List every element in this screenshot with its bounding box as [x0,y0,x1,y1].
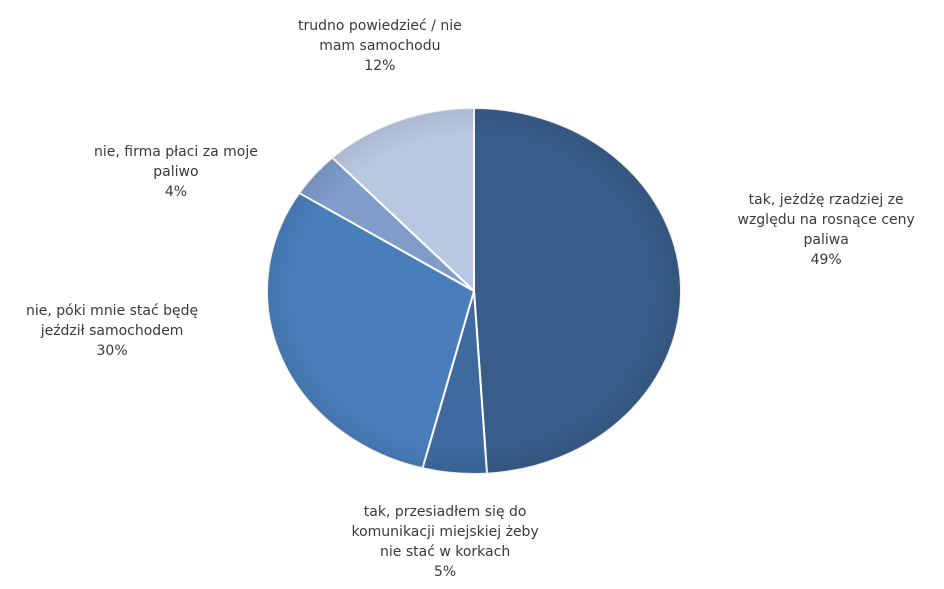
slice-value-label: 12% [364,58,396,74]
slice-label-line: trudno powiedzieć / nie [298,18,462,34]
slice-label-line: względu na rosnące ceny [737,212,915,228]
slice-label-line: komunikacji miejskiej żeby [351,524,539,540]
slice-label-firma-placi: nie, firma płaci za moje paliwo 4% [94,142,258,202]
slice-value-label: 30% [96,343,128,359]
slice-value-label: 4% [164,184,188,200]
slice-label-line: paliwa [803,232,849,248]
pie-slices [265,107,682,475]
slice-label-line: tak, przesiadłem się do [363,504,527,520]
slice-label-tak-jezdze-rzadziej: tak, jeżdżę rzadziej ze względu na rosną… [738,190,915,270]
slice-label-line: mam samochodu [319,38,441,54]
slice-label-komunikacja-miejska: tak, przesiadłem się do komunikacji miej… [352,502,539,582]
slice-label-line: jeździł samochodem [40,323,184,339]
slice-label-line: tak, jeżdżę rzadziej ze [748,192,904,208]
slice-label-line: paliwo [153,164,199,180]
slice-value-label: 49% [810,252,842,268]
slice-label-line: nie stać w korkach [380,544,511,560]
slice-label-bede-jezdzil: nie, póki mnie stać będę jeździł samocho… [26,301,198,361]
slice-label-trudno-powiedziec: trudno powiedzieć / nie mam samochodu 12… [298,16,462,76]
slice-label-line: nie, firma płaci za moje [94,144,258,160]
slice-value-label: 5% [434,564,457,580]
slice-label-line: nie, póki mnie stać będę [26,303,199,319]
pie-slice-0 [473,107,682,475]
